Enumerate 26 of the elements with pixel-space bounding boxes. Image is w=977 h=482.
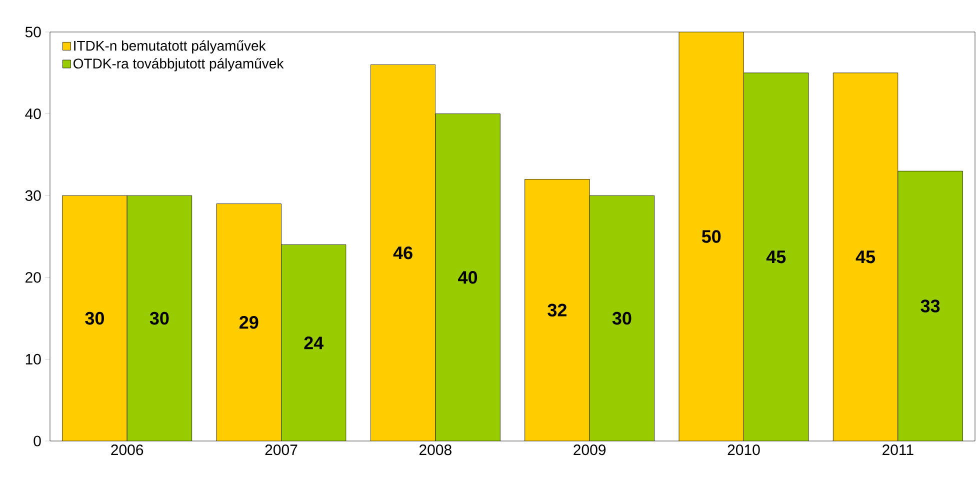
y-tick-label: 30 [25, 190, 41, 201]
x-tick-label: 2009 [574, 444, 606, 456]
data-label: 33 [920, 300, 940, 312]
x-tick-label: 2010 [728, 444, 760, 456]
data-label: 46 [393, 246, 412, 260]
x-tick-label: 2011 [882, 444, 914, 456]
data-label: 30 [150, 312, 169, 325]
y-tick-label: 20 [26, 272, 41, 283]
data-label: 29 [239, 316, 258, 329]
legend-label: OTDK-ra továbbjutott pályaművek [74, 58, 284, 72]
x-tick-label: 2007 [265, 444, 298, 456]
y-tick-label: 50 [25, 26, 41, 38]
x-tick-label: 2006 [111, 444, 144, 456]
data-label: 30 [612, 312, 632, 325]
data-label: 32 [548, 304, 566, 317]
legend-label: ITDK-n bemutatott pályaművek [74, 40, 266, 54]
data-label: 45 [766, 250, 786, 264]
data-label: 45 [856, 250, 876, 264]
data-label: 30 [85, 312, 104, 325]
y-tick-label: 40 [25, 108, 41, 120]
y-tick-label: 10 [26, 354, 41, 365]
data-label: 24 [304, 336, 324, 350]
data-label: 40 [458, 271, 478, 284]
x-tick-label: 2008 [419, 444, 452, 456]
y-tick-label: 0 [34, 436, 41, 446]
data-label: 50 [702, 230, 721, 243]
